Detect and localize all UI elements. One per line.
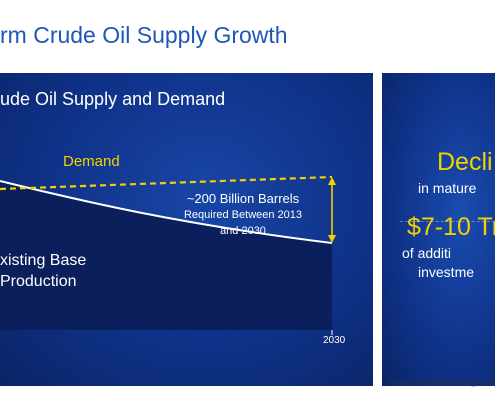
mature-fields-text: in mature xyxy=(418,180,477,196)
production-decline-curve xyxy=(0,180,333,244)
barrels-amount: ~200 Billion Barrels xyxy=(186,191,300,206)
investment-panel: Decli in mature $7-10 Tr of additi inves… xyxy=(382,73,495,386)
demand-label: Demand xyxy=(63,153,120,170)
gap-arrow-top xyxy=(328,177,336,185)
investment-amount: $7-10 Tr xyxy=(407,213,495,241)
supply-demand-graphic xyxy=(0,175,336,335)
supply-demand-panel: ude Oil Supply and Demand Demand ~200 Bi… xyxy=(0,73,373,386)
existing-base-label: xisting Base Production xyxy=(0,250,86,292)
investment-text: investme xyxy=(418,264,475,280)
year-label-2030: 2030 xyxy=(323,335,346,346)
slide-title: rm Crude Oil Supply Growth xyxy=(0,22,288,48)
existing-production-area xyxy=(0,181,332,330)
existing-base-line-2: Production xyxy=(0,273,77,290)
additional-text: of additi xyxy=(402,245,452,261)
panel-divider xyxy=(400,221,495,222)
barrels-period-line-1: Required Between 2013 xyxy=(183,209,303,221)
demand-line xyxy=(0,175,333,191)
barrels-callout: ~200 Billion Barrels Required Between 20… xyxy=(178,191,308,239)
panel-title: ude Oil Supply and Demand xyxy=(0,89,226,109)
decline-heading: Decli xyxy=(437,148,493,176)
gap-arrow-bottom xyxy=(328,235,336,243)
source-note: Source: EIA International Energy Outlo xyxy=(390,381,494,387)
barrels-period-line-2: and 2030 xyxy=(220,225,266,237)
existing-base-line-1: xisting Base xyxy=(0,252,87,269)
